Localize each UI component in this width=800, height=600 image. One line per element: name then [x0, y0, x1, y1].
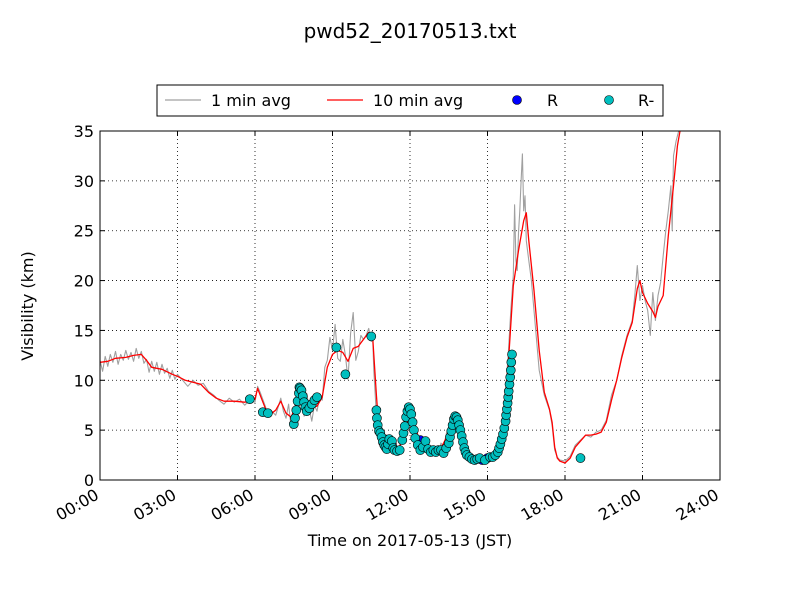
legend-marker-r [512, 95, 522, 105]
marker-layer [245, 331, 586, 465]
y-tick-label: 5 [84, 421, 94, 440]
marker-r-minus [331, 342, 342, 353]
marker-r-minus [575, 453, 586, 463]
x-tick-label: 18:00 [518, 485, 567, 525]
y-tick-label: 15 [74, 321, 94, 340]
legend-label-rminus: R- [638, 91, 654, 110]
chart-title: pwd52_20170513.txt [304, 19, 517, 43]
marker-r-minus [263, 408, 273, 419]
legend-marker-rminus [604, 95, 614, 105]
marker-r-minus [507, 349, 517, 360]
legend-label-1min: 1 min avg [211, 91, 291, 110]
marker-r-minus [506, 357, 517, 368]
x-tick-label: 03:00 [130, 485, 179, 525]
y-tick-label: 25 [74, 222, 94, 241]
y-tick-label: 30 [74, 172, 94, 191]
marker-r-minus [245, 394, 255, 405]
legend-label-10min: 10 min avg [373, 91, 463, 110]
x-tick-label: 09:00 [285, 485, 334, 525]
x-tick-label: 00:00 [53, 485, 102, 525]
legend-box [156, 84, 664, 117]
marker-r-minus [371, 405, 382, 416]
y-tick-label: 10 [74, 371, 94, 390]
marker-r-minus [394, 445, 405, 455]
x-tick-label: 15:00 [440, 485, 489, 525]
y-tick-label: 0 [84, 471, 94, 490]
marker-r-minus [420, 436, 431, 446]
marker-r-minus [407, 417, 418, 428]
marker-r-minus [505, 365, 516, 376]
y-tick-label: 35 [74, 122, 94, 141]
x-axis-label: Time on 2017-05-13 (JST) [307, 531, 512, 550]
y-tick-label: 20 [74, 272, 94, 291]
legend: 1 min avg 10 min avg R R- [156, 84, 664, 117]
marker-r-minus [290, 413, 300, 424]
marker-r-minus [340, 369, 351, 380]
marker-r-minus [366, 331, 377, 342]
series-line-1-min-avg [100, 131, 680, 462]
marker-r-minus [291, 405, 302, 416]
marker-r-minus [312, 392, 322, 403]
x-tick-label: 21:00 [595, 485, 644, 525]
x-tick-label: 24:00 [673, 485, 722, 525]
x-tick-label: 12:00 [363, 485, 412, 525]
axes: 00:00 03:00 06:00 09:00 12:00 15:00 18:00 21:00… [53, 122, 722, 525]
marker-r-minus [409, 425, 419, 435]
x-tick-label: 06:00 [208, 485, 257, 525]
legend-label-r: R [547, 91, 558, 110]
marker-r-minus [406, 409, 417, 420]
y-axis-label: Visibility (km) [18, 251, 37, 360]
